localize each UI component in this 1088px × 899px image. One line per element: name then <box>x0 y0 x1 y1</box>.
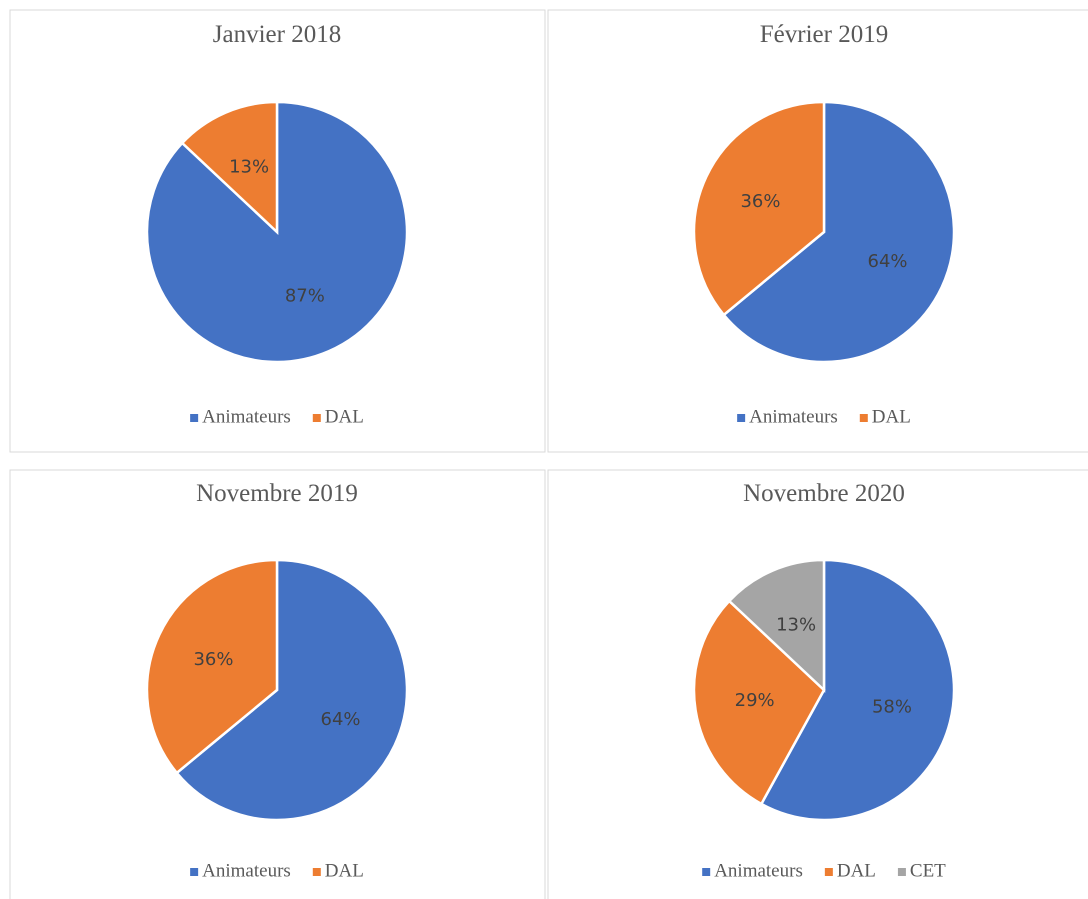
legend-label: DAL <box>837 860 876 881</box>
panel-border <box>547 9 1088 453</box>
legend-swatch <box>312 414 321 422</box>
pie-slice <box>145 558 279 775</box>
panel-border <box>547 469 1088 899</box>
data-label: 87% <box>285 285 325 306</box>
pie-slice <box>692 599 826 806</box>
legend-swatch <box>190 868 199 876</box>
legend-label: Animateurs <box>714 860 803 881</box>
legend-swatch <box>737 414 746 422</box>
pie-slice <box>180 100 279 235</box>
data-label: 36% <box>193 649 233 670</box>
panel-border <box>9 469 546 899</box>
data-label: 64% <box>868 251 908 272</box>
legend-label: DAL <box>325 860 364 881</box>
pie-slice <box>727 558 826 693</box>
data-label: 13% <box>776 615 816 636</box>
pie-slice <box>759 558 956 822</box>
data-label: 64% <box>321 709 361 730</box>
legend-swatch <box>190 414 199 422</box>
legend-label: DAL <box>325 406 364 427</box>
chart-title: Février 2019 <box>760 21 888 48</box>
data-label: 58% <box>872 696 912 717</box>
data-label: 13% <box>229 157 269 178</box>
legend-swatch <box>702 868 711 876</box>
data-label: 29% <box>735 690 775 711</box>
legend-label: Animateurs <box>202 406 291 427</box>
legend-label: DAL <box>872 406 911 427</box>
pie-slice <box>722 100 956 364</box>
panel-border <box>9 9 546 453</box>
pie-slice <box>692 100 826 317</box>
chart-title: Novembre 2019 <box>196 480 358 507</box>
chart-title: Novembre 2020 <box>743 480 905 507</box>
legend-swatch <box>824 868 833 876</box>
legend-swatch <box>859 414 868 422</box>
legend-swatch <box>312 868 321 876</box>
legend-label: CET <box>910 860 946 881</box>
legend-swatch <box>897 868 906 876</box>
chart-title: Janvier 2018 <box>213 21 341 48</box>
legend-label: Animateurs <box>202 860 291 881</box>
pie-slice <box>175 558 409 822</box>
legend-label: Animateurs <box>749 406 838 427</box>
data-label: 36% <box>740 191 780 212</box>
